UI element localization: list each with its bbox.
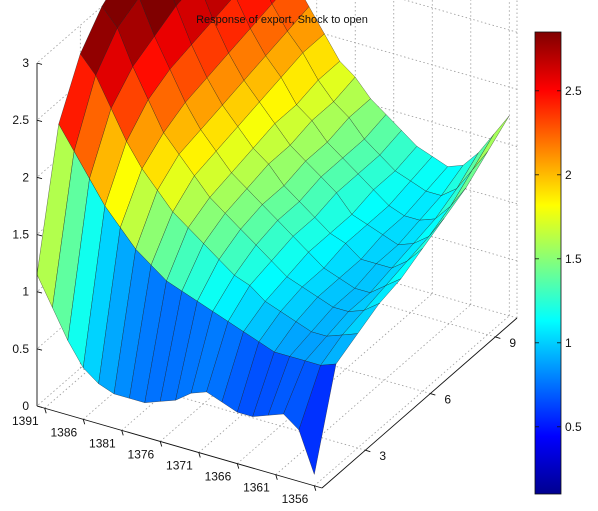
z-tick-label: 2 [22,170,29,184]
x-tick-label: 1391 [12,414,39,428]
y-tick [430,393,436,396]
z-tick [36,291,43,294]
x-tick-label: 1376 [128,447,155,461]
colorbar-tick-label: 1 [565,336,572,350]
z-tick-label: 2.5 [12,113,29,127]
colorbar: 0.5 1 1.5 2 2.5 [534,31,582,495]
y-axis-line [321,317,518,489]
grid-line-x-floor [237,293,433,464]
x-tick-label: 1386 [51,425,78,439]
z-tick [36,348,43,351]
z-tick [36,176,43,180]
y-tick [495,336,501,339]
z-tick [36,119,43,122]
z-tick-label: 1 [22,285,29,299]
x-tick [44,408,47,414]
grid-line-x-floor [275,304,472,476]
z-tick-label: 0 [22,399,29,413]
y-tick-label: 3 [379,449,386,463]
x-tick [275,474,278,480]
surface-patch [298,363,337,476]
z-tick-label: 3 [22,56,29,70]
y-tick [365,449,371,453]
x-tick [82,419,86,425]
surface-patch [456,133,495,189]
surface-mesh [36,0,510,476]
z-tick [36,62,43,65]
x-tick-label: 1356 [282,492,309,506]
grid-line-x-floor [314,315,510,487]
colorbar-gradient [534,31,562,495]
surface-patch [472,115,510,171]
z-tick-label: 0.5 [12,342,29,356]
x-tick [121,430,124,436]
x-tick [159,441,163,447]
colorbar-tick-label: 0.5 [565,420,582,434]
colorbar-tick-label: 2.5 [565,84,582,98]
x-tick [198,452,201,458]
x-tick-label: 1361 [243,481,270,495]
chart-title: Response of export, Shock to open [196,14,368,26]
x-tick-label: 1366 [205,470,232,484]
x-tick [236,463,240,469]
x-tick-label: 1381 [89,436,116,450]
colorbar-tick-label: 1.5 [565,252,582,266]
x-tick-label: 1371 [166,459,193,473]
y-tick-label: 9 [509,336,516,350]
z-tick [36,405,43,408]
x-tick [313,485,317,491]
surface-patch [269,0,276,5]
y-tick-label: 6 [444,393,451,407]
axes-frame: 0 0.5 1 1.5 2 2.5 3 1391 1386 1381 1376 1371 1366 136… [12,56,518,506]
z-tick [36,234,43,237]
colorbar-tick-label: 2 [565,168,572,182]
x-axis-line [36,405,323,489]
z-tick-label: 1.5 [12,228,29,242]
